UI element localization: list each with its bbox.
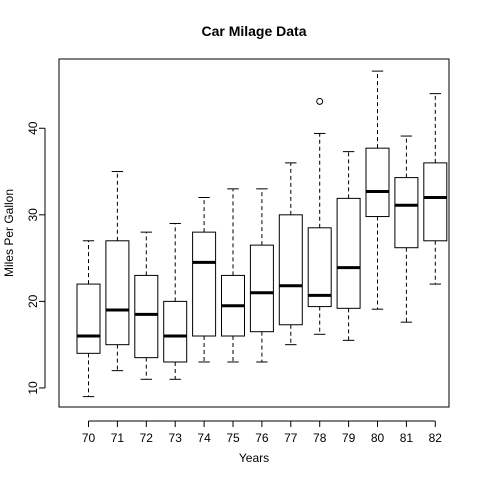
- box-74: [192, 197, 217, 363]
- box-iqr: [192, 231, 217, 337]
- x-tick-label: 82: [429, 431, 443, 445]
- x-tick-label: 75: [226, 431, 240, 445]
- x-axis: 70 71 72 73 74 75 76 77 78 79 80 81 82: [82, 420, 443, 445]
- box-iqr: [249, 244, 274, 333]
- x-tick-label: 72: [140, 431, 154, 445]
- box-iqr: [423, 162, 448, 242]
- y-tick-label: 40: [26, 121, 40, 135]
- box-79: [336, 151, 361, 341]
- box-70: [76, 240, 101, 398]
- x-tick-label: 74: [197, 431, 211, 445]
- box-81: [394, 135, 419, 323]
- box-78: [307, 97, 332, 335]
- chart-title: Car Milage Data: [201, 23, 306, 39]
- box-iqr: [76, 283, 101, 354]
- x-axis-label: Years: [239, 451, 269, 465]
- x-tick-label: 73: [169, 431, 183, 445]
- box-75: [221, 188, 245, 363]
- box-iqr: [307, 227, 332, 308]
- x-tick-label: 71: [111, 431, 125, 445]
- box-80: [365, 70, 390, 310]
- box-iqr: [278, 214, 303, 326]
- plot-frame: [58, 58, 450, 408]
- x-tick-label: 78: [313, 431, 327, 445]
- box-72: [134, 231, 159, 380]
- box-iqr: [163, 300, 188, 363]
- boxes-group: [76, 70, 448, 398]
- x-tick-label: 76: [255, 431, 269, 445]
- box-iqr: [394, 177, 419, 249]
- box-76: [249, 188, 274, 363]
- y-axis: 10 20 30 40: [26, 121, 46, 395]
- box-iqr: [336, 197, 361, 309]
- x-tick-label: 70: [82, 431, 96, 445]
- box-77: [278, 162, 303, 346]
- x-tick-label: 77: [284, 431, 298, 445]
- box-iqr: [365, 147, 390, 218]
- outlier-point: [316, 97, 324, 105]
- y-tick-label: 30: [26, 208, 40, 222]
- box-82: [423, 93, 448, 285]
- y-tick-label: 10: [26, 381, 40, 395]
- box-73: [163, 222, 188, 380]
- x-tick-label: 81: [400, 431, 414, 445]
- x-tick-label: 79: [342, 431, 356, 445]
- y-tick-label: 20: [26, 294, 40, 308]
- x-tick-label: 80: [371, 431, 385, 445]
- box-iqr: [134, 274, 159, 359]
- y-axis-label: Miles Per Gallon: [2, 189, 16, 277]
- box-iqr: [105, 240, 130, 346]
- box-71: [105, 171, 130, 372]
